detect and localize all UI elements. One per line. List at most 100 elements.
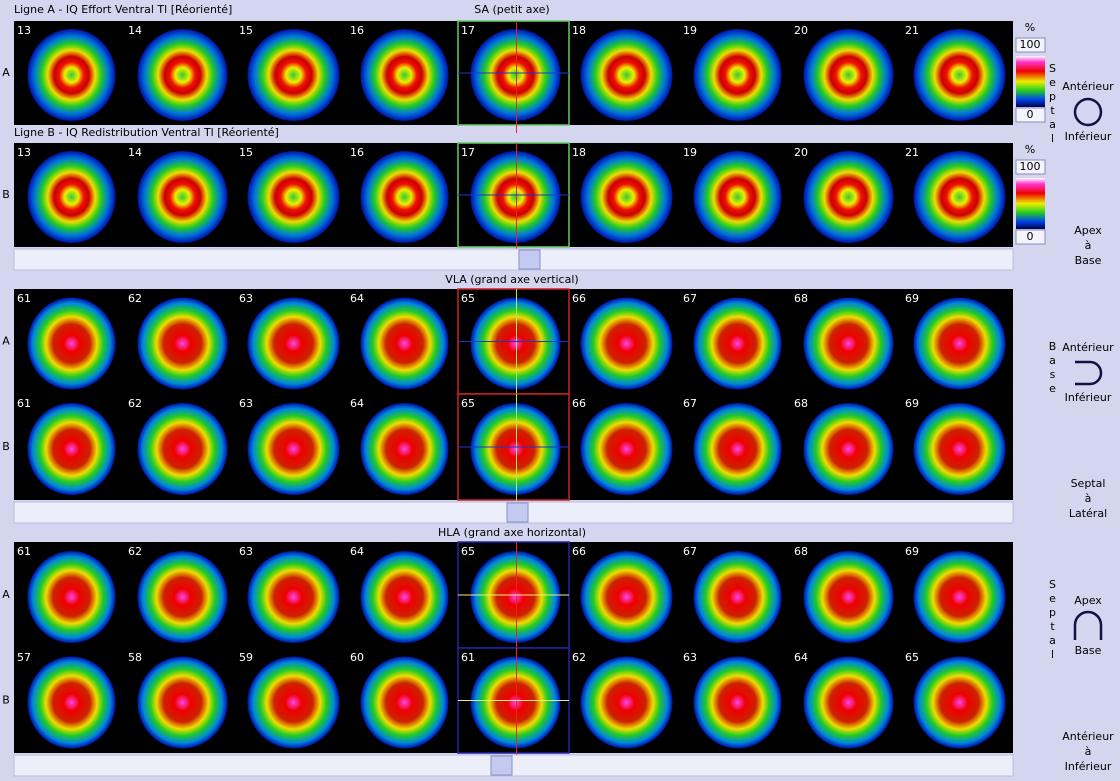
slice-number: 62	[128, 545, 142, 558]
orientation-range: à	[1085, 492, 1092, 505]
slice-image	[247, 551, 340, 643]
slice-number: 62	[572, 651, 586, 664]
row-label: B	[2, 694, 10, 707]
slice-number: 67	[683, 545, 697, 558]
slice-number: 63	[239, 545, 253, 558]
slice-image	[137, 403, 228, 495]
slice-image	[27, 297, 116, 390]
slice-image	[693, 656, 782, 749]
scale-box	[1015, 107, 1046, 123]
slice-image	[580, 551, 673, 643]
slice-number: 66	[572, 545, 586, 558]
slice-number: 15	[239, 146, 253, 159]
slice-number: 67	[683, 292, 697, 305]
row-caption: Ligne B - IQ Redistribution Ventral Tl […	[14, 126, 279, 139]
orientation-range: à	[1085, 745, 1092, 758]
scale-unit: %	[1025, 21, 1035, 34]
view-title: SA (petit axe)	[474, 3, 549, 16]
orientation-vertical: Septal	[1046, 578, 1059, 662]
orientation-range: Septal	[1071, 477, 1106, 490]
slice-number: 13	[17, 146, 31, 159]
slice-image	[580, 403, 673, 495]
slice-number: 21	[905, 24, 919, 37]
color-scale	[1016, 178, 1045, 229]
scroll-thumb[interactable]	[490, 755, 513, 776]
orientation-top: Apex	[1074, 594, 1102, 607]
slice-image	[693, 151, 782, 243]
orientation-vertical: Septal	[1046, 62, 1059, 146]
slice-number: 68	[794, 545, 808, 558]
slice-image	[913, 551, 1006, 643]
slice-image	[137, 656, 228, 749]
slice-number: 18	[572, 146, 586, 159]
slice-image	[360, 29, 449, 121]
slice-image	[693, 403, 782, 495]
slice-number: 19	[683, 24, 697, 37]
scale-max: 100	[1020, 38, 1041, 51]
slice-image	[27, 29, 116, 121]
slice-image	[360, 403, 449, 495]
orientation-vertical: Base	[1046, 340, 1059, 396]
slice-number: 60	[350, 651, 364, 664]
scale-max: 100	[1020, 160, 1041, 173]
slice-number: 58	[128, 651, 142, 664]
view-title: VLA (grand axe vertical)	[445, 273, 578, 286]
slice-image	[470, 29, 561, 121]
slice-number: 20	[794, 24, 808, 37]
slice-image	[360, 656, 449, 749]
slice-image	[693, 29, 782, 121]
slice-number: 66	[572, 397, 586, 410]
scroll-thumb[interactable]	[518, 249, 541, 270]
orientation-icon	[1073, 97, 1103, 127]
slice-number: 67	[683, 397, 697, 410]
slice-image	[580, 151, 673, 243]
row-label: B	[2, 188, 10, 201]
slice-image	[27, 656, 116, 749]
scale-min: 0	[1027, 230, 1034, 243]
slice-number: 63	[683, 651, 697, 664]
orientation-range: Latéral	[1069, 507, 1107, 520]
slice-number: 65	[905, 651, 919, 664]
slice-image	[360, 151, 449, 243]
slice-image	[27, 403, 116, 495]
slice-number: 64	[794, 651, 808, 664]
slice-number: 59	[239, 651, 253, 664]
slice-number: 63	[239, 397, 253, 410]
orientation-top: Antérieur	[1062, 80, 1114, 93]
slice-number: 61	[17, 545, 31, 558]
slice-image	[470, 551, 561, 643]
scale-unit: %	[1025, 143, 1035, 156]
slice-number: 21	[905, 146, 919, 159]
slice-number: 20	[794, 146, 808, 159]
view-title: HLA (grand axe horizontal)	[438, 526, 586, 539]
orientation-bottom: Base	[1075, 644, 1102, 657]
slice-image	[470, 403, 561, 495]
slice-image	[580, 29, 673, 121]
slice-image	[693, 551, 782, 643]
slice-image	[247, 151, 340, 243]
slice-number: 69	[905, 292, 919, 305]
orientation-range: Inférieur	[1065, 760, 1112, 773]
slice-number: 65	[461, 545, 475, 558]
slice-image	[360, 297, 449, 390]
slice-number: 18	[572, 24, 586, 37]
slice-number: 61	[461, 651, 475, 664]
slice-image	[803, 151, 894, 243]
slice-image	[803, 656, 894, 749]
slice-number: 64	[350, 292, 364, 305]
scroll-thumb[interactable]	[506, 502, 529, 523]
orientation-bottom: Inférieur	[1065, 391, 1112, 404]
slice-image	[803, 551, 894, 643]
slice-number: 16	[350, 24, 364, 37]
slice-number: 65	[461, 292, 475, 305]
orientation-icon	[1075, 360, 1103, 386]
slice-number: 61	[17, 397, 31, 410]
slice-number: 19	[683, 146, 697, 159]
row-label: A	[2, 66, 10, 79]
row-label: B	[2, 440, 10, 453]
slice-image	[913, 297, 1006, 390]
orientation-top: Antérieur	[1062, 341, 1114, 354]
slice-image	[693, 297, 782, 390]
slice-image	[247, 656, 340, 749]
slice-number: 17	[461, 24, 475, 37]
